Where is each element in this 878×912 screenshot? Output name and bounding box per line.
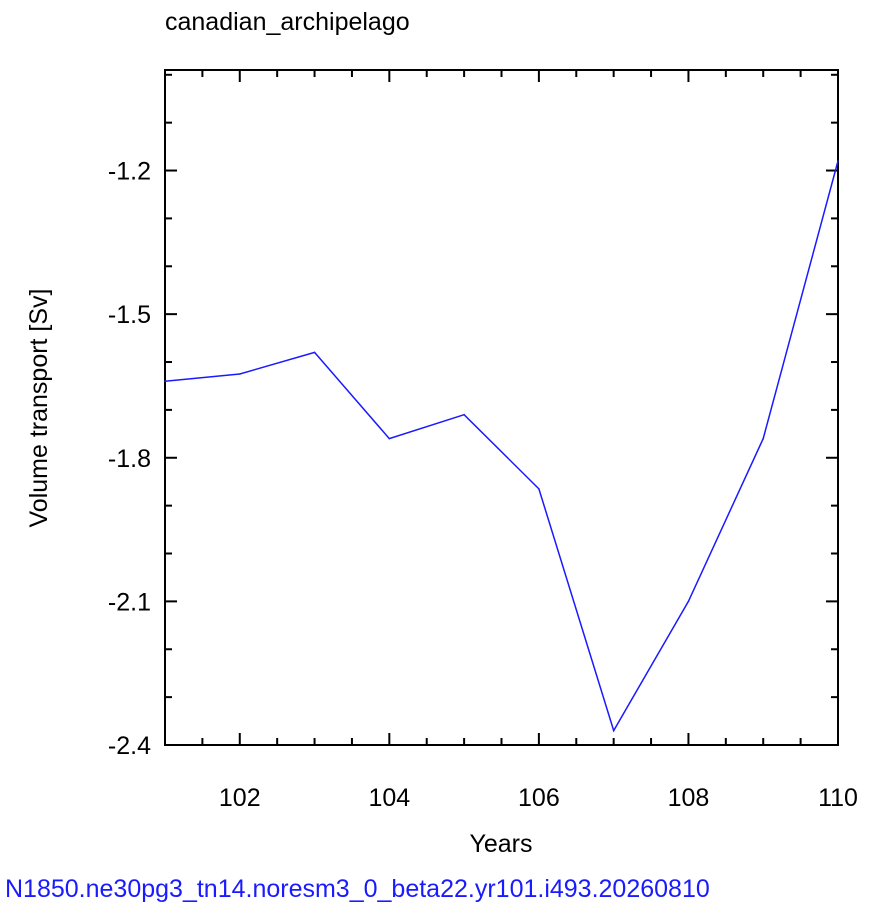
x-tick-label: 110 xyxy=(818,784,858,812)
y-axis-label: Volume transport [Sv] xyxy=(25,288,53,527)
run-identifier-footer: N1850.ne30pg3_tn14.noresm3_0_beta22.yr10… xyxy=(5,875,710,903)
data-point xyxy=(612,729,615,732)
data-point xyxy=(538,488,540,490)
y-tick-label: -2.1 xyxy=(108,588,151,616)
data-point xyxy=(687,600,690,603)
y-tick-labels: -2.4 -2.1 -1.8 -1.5 -1.2 xyxy=(108,158,151,760)
data-point xyxy=(837,160,839,162)
x-tick-label: 104 xyxy=(368,784,410,812)
x-axis-label: Years xyxy=(469,830,532,858)
series-layer xyxy=(164,160,839,733)
x-tick-label: 108 xyxy=(668,784,710,812)
x-tick-label: 106 xyxy=(518,784,560,812)
data-point xyxy=(313,351,316,354)
data-point xyxy=(463,413,465,416)
x-tick-labels: 102 104 106 108 110 xyxy=(219,784,858,812)
plot-area xyxy=(164,69,839,746)
y-tick-label: -1.5 xyxy=(108,301,151,329)
y-tick-label: -1.2 xyxy=(108,158,151,186)
data-point xyxy=(164,380,166,382)
y-tick-label: -1.8 xyxy=(108,445,151,473)
data-point xyxy=(238,373,241,375)
data-point xyxy=(388,437,391,440)
x-tick-label: 102 xyxy=(219,784,261,812)
data-point xyxy=(762,437,765,440)
chart-title: canadian_archipelago xyxy=(165,8,410,36)
tick-marks xyxy=(164,70,839,746)
y-tick-label: -2.4 xyxy=(108,732,151,760)
series-line xyxy=(164,160,839,733)
plot-frame xyxy=(164,69,839,746)
